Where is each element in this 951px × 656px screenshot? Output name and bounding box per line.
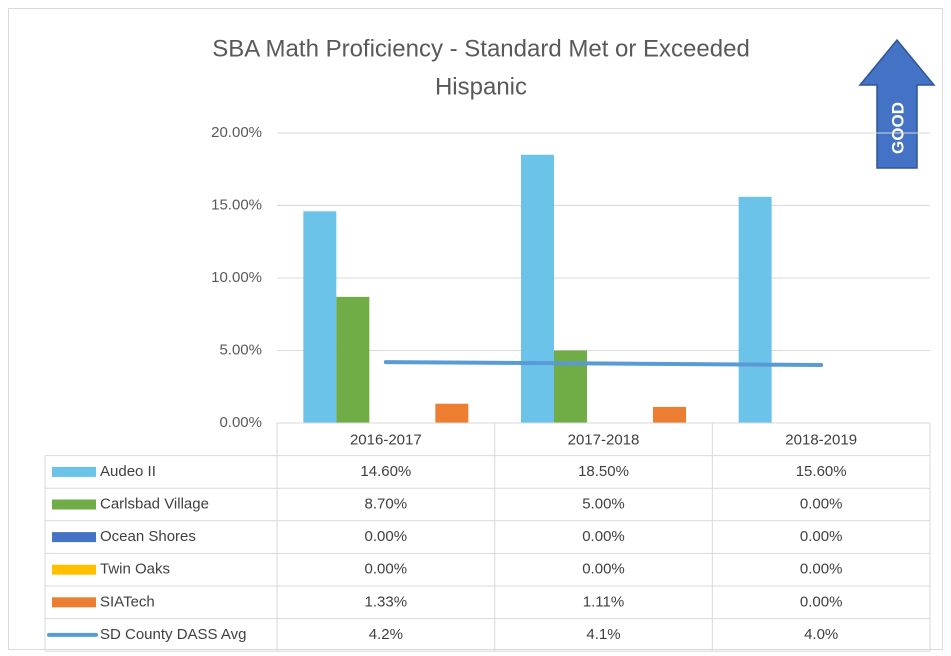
table-value: 4.2%	[369, 626, 403, 643]
legend-key	[52, 564, 96, 575]
annotation: GOOD	[888, 102, 907, 154]
chart-title: SBA Math Proficiency - Standard Met or E…	[212, 35, 750, 62]
x-tick-label: 2018-2019	[785, 431, 857, 448]
bar	[303, 211, 337, 423]
table-value: 0.00%	[365, 561, 408, 578]
y-tick-label: 5.00%	[219, 341, 262, 358]
y-tick-label: 20.00%	[211, 124, 262, 141]
table-value: 8.70%	[365, 495, 408, 512]
table-value: 18.50%	[578, 463, 629, 480]
legend-label: Ocean Shores	[100, 528, 196, 545]
table-value: 5.00%	[582, 495, 625, 512]
table-value: 0.00%	[800, 593, 843, 610]
table-value: 4.1%	[586, 626, 620, 643]
legend-key	[52, 466, 96, 477]
x-tick-label: 2016-2017	[350, 431, 422, 448]
legend-label: SIATech	[100, 593, 155, 610]
bar	[435, 403, 469, 423]
bar	[653, 406, 686, 423]
y-tick-label: 0.00%	[219, 414, 262, 431]
table-value: 0.00%	[582, 561, 625, 578]
table-value: 0.00%	[582, 528, 625, 545]
table-value: 1.11%	[583, 593, 624, 610]
table-value: 4.0%	[804, 626, 838, 643]
bar	[336, 296, 370, 423]
x-tick-label: 2017-2018	[568, 431, 640, 448]
legend-key	[52, 499, 96, 510]
legend-label: Carlsbad Village	[100, 495, 209, 512]
bar	[521, 154, 554, 423]
table-value: 14.60%	[360, 463, 411, 480]
table-value: 0.00%	[800, 528, 843, 545]
good-arrow	[858, 38, 936, 169]
legend-label: Audeo II	[100, 463, 156, 480]
chart-subtitle: Hispanic	[435, 73, 527, 100]
table-value: 0.00%	[800, 561, 843, 578]
legend-key	[52, 597, 96, 608]
line-series	[383, 360, 824, 367]
legend-key	[52, 532, 96, 543]
legend-label: Twin Oaks	[100, 561, 170, 578]
legend-label: SD County DASS Avg	[100, 626, 246, 643]
bar	[738, 196, 772, 423]
y-tick-label: 15.00%	[211, 196, 262, 213]
table-value: 1.33%	[365, 593, 408, 610]
table-value: 0.00%	[365, 528, 408, 545]
table-value: 15.60%	[796, 463, 847, 480]
y-tick-label: 10.00%	[211, 269, 262, 286]
chart-border	[8, 8, 943, 650]
table-value: 0.00%	[800, 495, 843, 512]
